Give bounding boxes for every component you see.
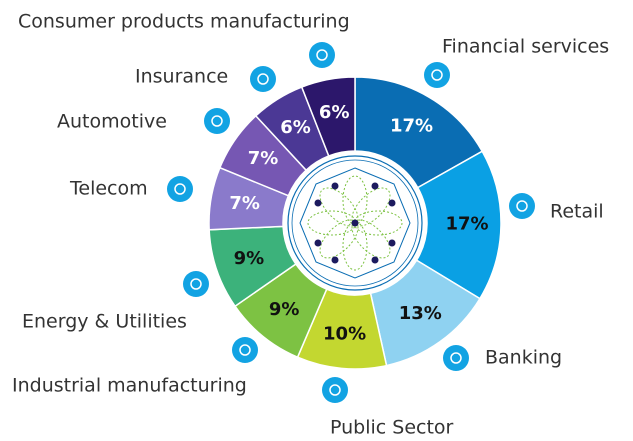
category-icon-glyph (239, 344, 251, 356)
category-icon-glyph (450, 352, 462, 364)
category-icon-glyph (257, 73, 269, 85)
value-label: 10% (323, 324, 366, 345)
category-icon (322, 377, 348, 403)
category-label: Public Sector (330, 417, 454, 439)
category-label: Energy & Utilities (22, 311, 187, 333)
category-label: Retail (550, 201, 604, 223)
category-icon (232, 337, 258, 363)
category-label: Telecom (69, 178, 148, 200)
category-icon (309, 42, 335, 68)
category-label: Consumer products manufacturing (18, 11, 350, 33)
value-label: 9% (269, 299, 300, 320)
category-icon-glyph (211, 115, 223, 127)
value-label: 7% (229, 193, 260, 214)
category-icon-glyph (516, 200, 528, 212)
value-label: 17% (390, 115, 433, 136)
category-label: Financial services (442, 36, 609, 58)
value-label: 6% (280, 117, 311, 138)
category-icon (424, 62, 450, 88)
category-label: Banking (485, 347, 562, 369)
category-label: Insurance (135, 66, 228, 88)
category-icon (250, 66, 276, 92)
category-icon (443, 345, 469, 371)
category-label: Automotive (57, 111, 167, 133)
category-icon-glyph (316, 49, 328, 61)
category-icon (204, 108, 230, 134)
value-label: 17% (445, 214, 488, 235)
value-label: 13% (399, 303, 442, 324)
category-icon-glyph (190, 278, 202, 290)
value-label: 6% (319, 102, 350, 123)
category-icon-glyph (329, 384, 341, 396)
value-label: 7% (248, 148, 279, 169)
value-label: 9% (234, 248, 265, 269)
category-icon (509, 193, 535, 219)
category-icon (183, 271, 209, 297)
category-icon-glyph (174, 183, 186, 195)
center-emblem (283, 151, 427, 295)
category-label: Industrial manufacturing (12, 375, 247, 397)
category-icon (167, 176, 193, 202)
category-icon-glyph (431, 69, 443, 81)
